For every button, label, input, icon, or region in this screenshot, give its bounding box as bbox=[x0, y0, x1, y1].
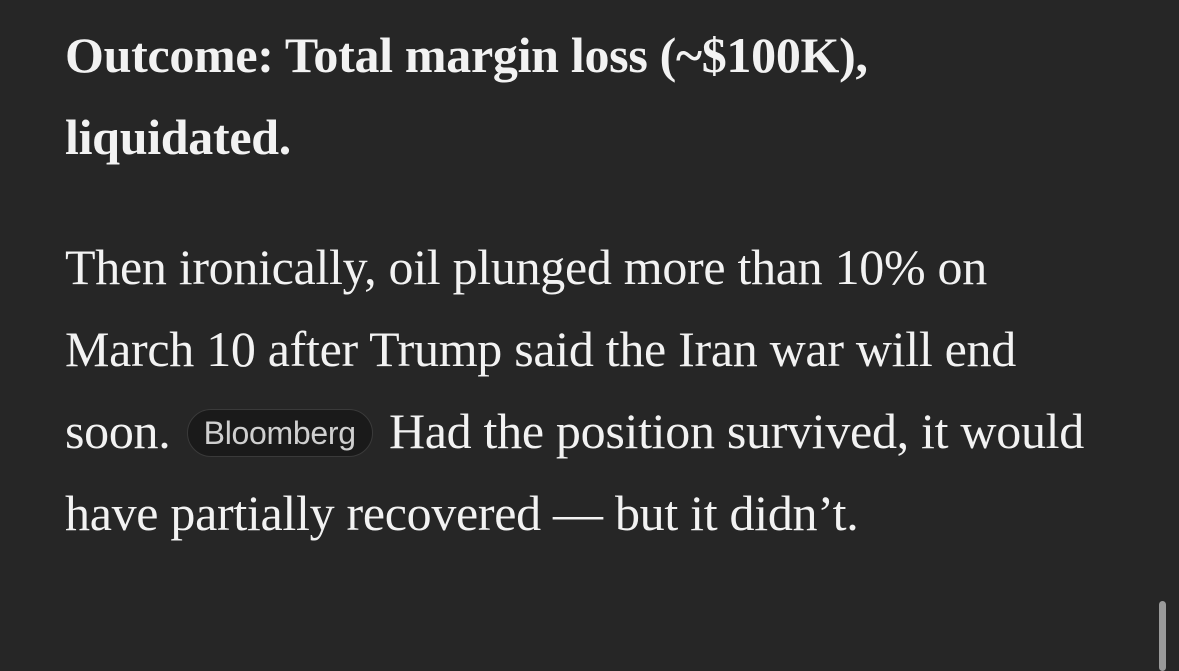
paragraph: Then ironically, oil plunged more than 1… bbox=[65, 226, 1105, 554]
text: Then ironically, oil plunged more than 1… bbox=[65, 239, 1016, 459]
scrollbar[interactable] bbox=[1159, 601, 1166, 671]
source-chip[interactable]: Bloomberg bbox=[186, 409, 373, 457]
text: Had the position survived, it would have… bbox=[65, 403, 1084, 541]
bold-paragraph: Outcome: Total margin loss (~$100K), liq… bbox=[65, 27, 868, 165]
article: Outcome: Total margin loss (~$100K), liq… bbox=[65, 14, 1105, 554]
